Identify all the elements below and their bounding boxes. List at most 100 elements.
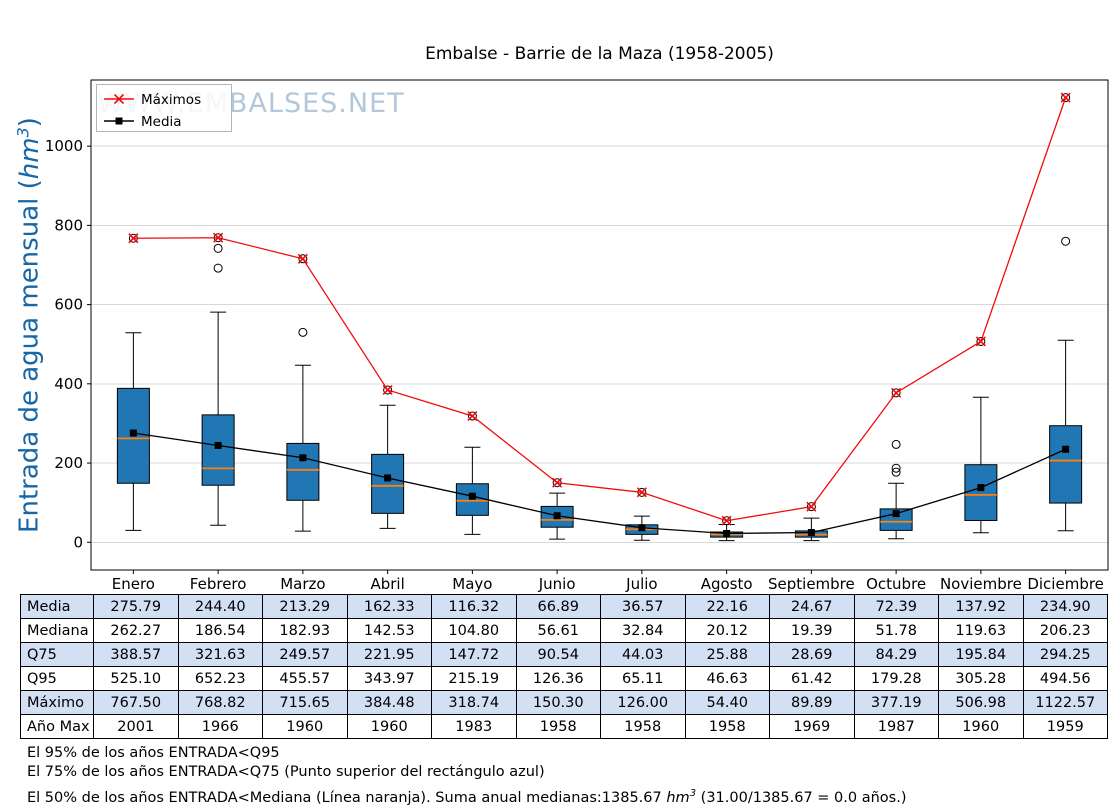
footnotes: El 95% de los años ENTRADA<Q95 El 75% de… xyxy=(27,744,907,808)
table-cell: 195.84 xyxy=(938,642,1024,667)
table-cell: 494.56 xyxy=(1022,666,1108,691)
table-cell: 206.23 xyxy=(1022,618,1108,643)
outlier-marker xyxy=(1061,93,1071,103)
table-cell: 179.28 xyxy=(853,666,939,691)
table-cell: 244.40 xyxy=(177,594,263,619)
table-cell: 294.25 xyxy=(1022,642,1108,667)
table-cell: 1983 xyxy=(431,714,517,739)
max-markers xyxy=(128,92,1071,526)
table-cell: 150.30 xyxy=(515,690,601,715)
table-cell: 186.54 xyxy=(177,618,263,643)
table-cell: 116.32 xyxy=(431,594,517,619)
table-cell: 321.63 xyxy=(177,642,263,667)
outlier-marker xyxy=(213,263,223,273)
plot-frame xyxy=(90,79,1109,571)
svg-text:200: 200 xyxy=(54,454,83,472)
legend: Máximos Media xyxy=(96,84,232,132)
box-iqr xyxy=(371,453,405,514)
table-cell: 182.93 xyxy=(262,618,348,643)
table-cell: 2001 xyxy=(93,714,179,739)
footnote-q95: El 95% de los años ENTRADA<Q95 xyxy=(27,745,280,761)
table-cell: 44.03 xyxy=(600,642,686,667)
table-cell: 1122.57 xyxy=(1022,690,1108,715)
table-cell: 525.10 xyxy=(93,666,179,691)
outlier-marker xyxy=(891,439,901,449)
footnote-unit: hm xyxy=(666,789,690,806)
y-tick-labels: 0 200 400 600 800 1000 xyxy=(45,137,83,551)
table-cell: 22.16 xyxy=(684,594,770,619)
box-iqr xyxy=(286,442,320,501)
row-header: Mediana xyxy=(20,618,94,643)
table-cell: 20.12 xyxy=(684,618,770,643)
footnote-unit-exponent: 3 xyxy=(689,788,697,799)
svg-text:Diciembre: Diciembre xyxy=(1027,575,1104,593)
table-cell: 275.79 xyxy=(93,594,179,619)
outlier-marker xyxy=(891,388,901,398)
svg-text:Abril: Abril xyxy=(370,575,404,593)
table-cell: 28.69 xyxy=(769,642,855,667)
table-cell: 46.63 xyxy=(684,666,770,691)
table-cell: 19.39 xyxy=(769,618,855,643)
outlier-marker xyxy=(891,467,901,477)
box-iqr xyxy=(1049,425,1083,504)
table-cell: 72.39 xyxy=(853,594,939,619)
table-cell: 384.48 xyxy=(346,690,432,715)
table-cell: 305.28 xyxy=(938,666,1024,691)
outlier-marker xyxy=(383,385,393,395)
table-cell: 84.29 xyxy=(853,642,939,667)
table-cell: 1960 xyxy=(346,714,432,739)
svg-text:Octubre: Octubre xyxy=(866,575,926,593)
table-cell: 1958 xyxy=(600,714,686,739)
outlier-marker xyxy=(976,336,986,346)
table-cell: 137.92 xyxy=(938,594,1024,619)
table-cell: 221.95 xyxy=(346,642,432,667)
table-cell: 162.33 xyxy=(346,594,432,619)
svg-text:1000: 1000 xyxy=(45,137,83,155)
outlier-marker xyxy=(806,502,816,512)
table-cell: 213.29 xyxy=(262,594,348,619)
x-tick-labels: Enero Febrero Marzo Abril Mayo Junio Julio Agos… xyxy=(112,575,1104,593)
table-row: Q95 525.10 652.23 455.57 343.97 215.19 126.36 6… xyxy=(20,666,1108,691)
outlier-marker xyxy=(722,516,732,526)
max-line xyxy=(133,97,1067,522)
boxplot-Febrero xyxy=(201,233,235,526)
table-row: Media 275.79 244.40 213.29 162.33 116.32 66.89… xyxy=(20,594,1108,619)
footnote-mediana: El 50% de los años ENTRADA<Mediana (Líne… xyxy=(27,788,907,806)
svg-text:Septiembre: Septiembre xyxy=(768,575,855,593)
statistics-table: Media 275.79 244.40 213.29 162.33 116.32 66.89… xyxy=(20,594,1108,739)
svg-text:Febrero: Febrero xyxy=(190,575,247,593)
table-cell: 377.19 xyxy=(853,690,939,715)
boxplot-Diciembre xyxy=(1049,93,1083,532)
table-cell: 61.42 xyxy=(769,666,855,691)
table-cell: 1987 xyxy=(853,714,939,739)
table-cell: 1969 xyxy=(769,714,855,739)
svg-text:600: 600 xyxy=(54,296,83,314)
svg-text:Enero: Enero xyxy=(112,575,155,593)
footnote-q75: El 75% de los años ENTRADA<Q75 (Punto su… xyxy=(27,764,545,780)
table-cell: 24.67 xyxy=(769,594,855,619)
svg-text:800: 800 xyxy=(54,216,83,234)
table-cell: 1958 xyxy=(684,714,770,739)
outlier-marker xyxy=(298,254,308,264)
outlier-marker xyxy=(891,463,901,473)
boxplot-Enero xyxy=(116,233,150,531)
row-header: Año Max xyxy=(20,714,94,739)
outlier-marker xyxy=(213,243,223,253)
table-cell: 1958 xyxy=(515,714,601,739)
outlier-marker xyxy=(467,411,477,421)
svg-text:Media: Media xyxy=(141,114,182,130)
mean-markers xyxy=(129,429,1070,537)
table-cell: 51.78 xyxy=(853,618,939,643)
svg-text:Mayo: Mayo xyxy=(452,575,492,593)
table-cell: 262.27 xyxy=(93,618,179,643)
row-header: Máximo xyxy=(20,690,94,715)
box-iqr xyxy=(879,508,913,531)
table-cell: 126.00 xyxy=(600,690,686,715)
table-cell: 25.88 xyxy=(684,642,770,667)
table-cell: 56.61 xyxy=(515,618,601,643)
table-cell: 343.97 xyxy=(346,666,432,691)
svg-text:Julio: Julio xyxy=(625,575,657,593)
table-cell: 234.90 xyxy=(1022,594,1108,619)
table-cell: 1960 xyxy=(938,714,1024,739)
